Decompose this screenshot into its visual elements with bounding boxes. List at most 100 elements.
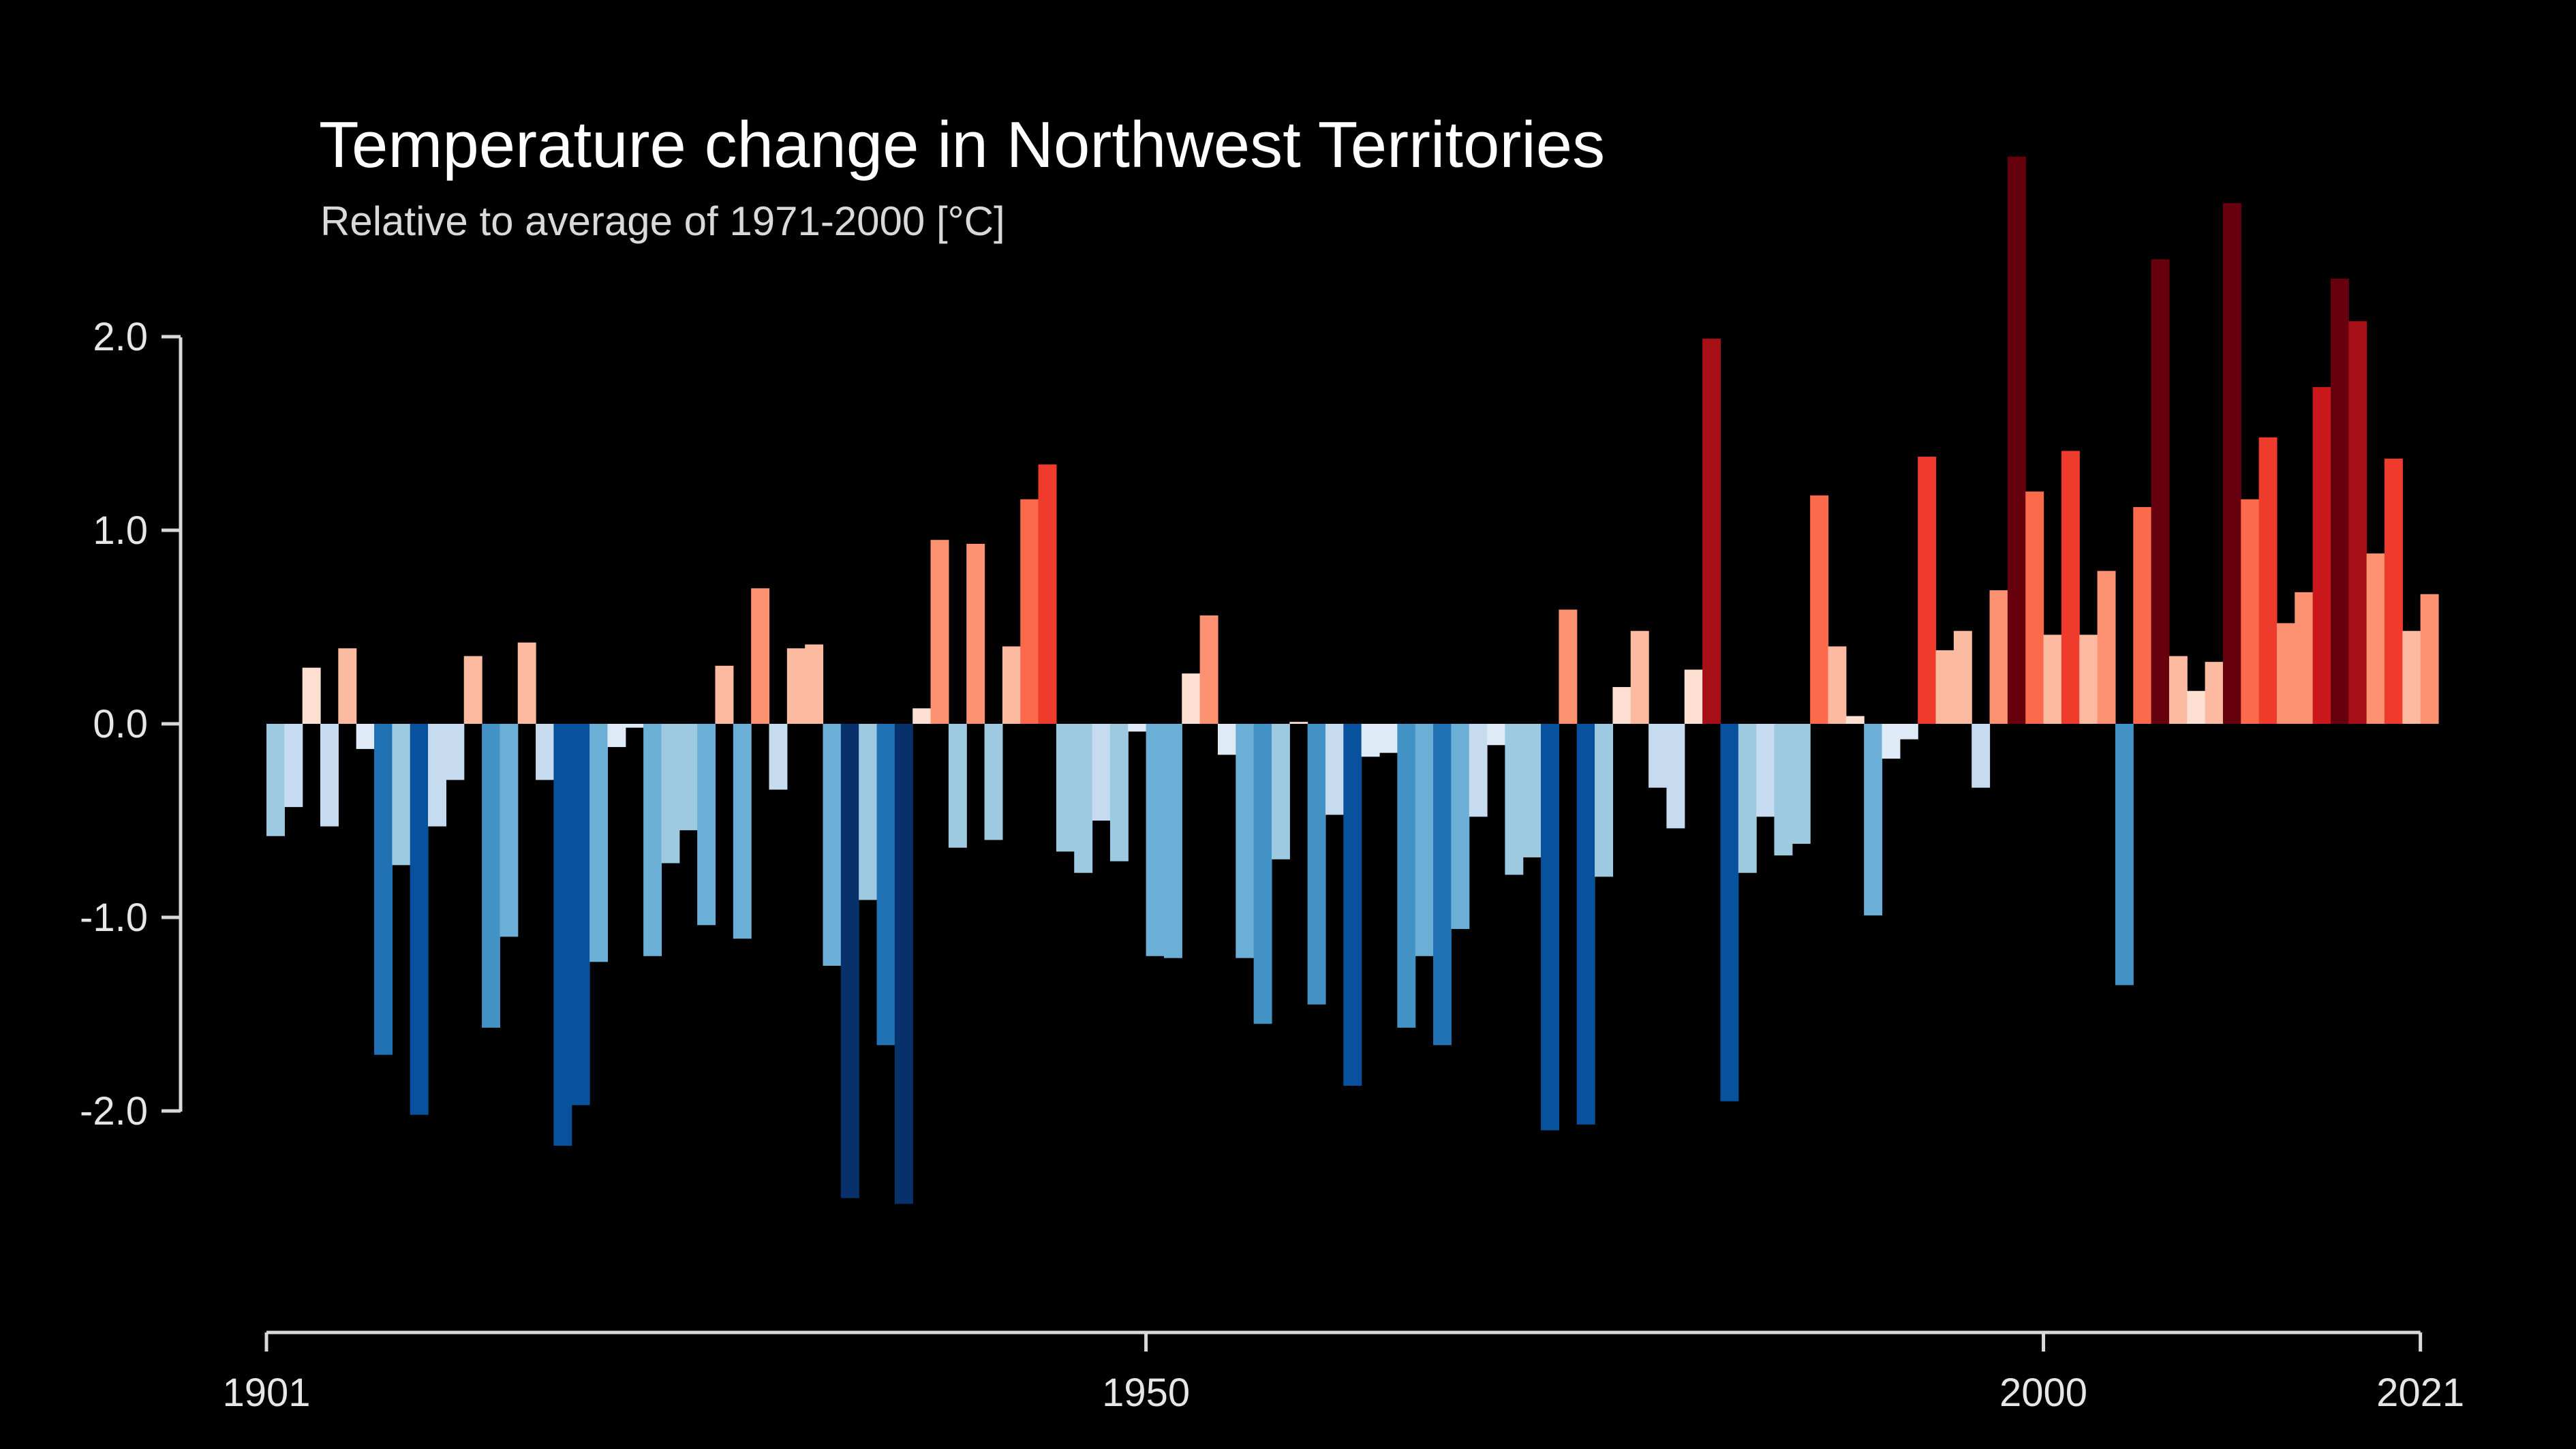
bar-1982 <box>1720 724 1739 1101</box>
bar-1952 <box>1182 673 1201 724</box>
bar-1956 <box>1253 724 1272 1024</box>
bar-1918 <box>571 724 590 1105</box>
bar-1993 <box>1918 457 1937 724</box>
bar-1954 <box>1217 724 1236 755</box>
bar-1933 <box>840 724 859 1198</box>
bar-1970 <box>1505 724 1524 875</box>
bar-1964 <box>1397 724 1416 1028</box>
bar-1931 <box>805 644 824 724</box>
x-axis: 1901 1950 2000 2021 <box>222 1330 2464 1415</box>
bar-1950 <box>1146 724 1165 956</box>
bar-1946 <box>1074 724 1093 873</box>
bar-2001 <box>2061 451 2080 724</box>
bar-1978 <box>1649 724 1668 788</box>
bar-2010 <box>2222 203 2241 724</box>
bar-2005 <box>2133 506 2152 724</box>
bar-1912 <box>463 656 482 724</box>
bar-1940 <box>966 543 985 724</box>
bar-1965 <box>1415 724 1434 956</box>
bar-1920 <box>607 724 626 748</box>
bar-2020 <box>2402 630 2421 724</box>
bar-1925 <box>697 724 716 926</box>
x-tick-label: 1950 <box>1102 1371 1190 1415</box>
bar-1927 <box>733 724 752 939</box>
bar-1904 <box>320 724 339 827</box>
bar-1917 <box>553 724 572 1146</box>
bar-1906 <box>356 724 375 749</box>
x-tick-label: 2000 <box>1999 1371 2087 1415</box>
chart-title: Temperature change in Northwest Territor… <box>319 108 1605 181</box>
bar-1949 <box>1128 724 1147 732</box>
bar-1963 <box>1379 724 1398 753</box>
bar-2014 <box>2295 592 2314 724</box>
y-axis: 2.0 1.0 0.0 -1.0 -2.0 <box>80 315 183 1133</box>
bar-1948 <box>1109 724 1129 861</box>
bar-1961 <box>1343 724 1362 1086</box>
bar-1991 <box>1882 724 1901 759</box>
y-tick-label: 1.0 <box>93 508 148 553</box>
bar-1942 <box>1002 646 1021 724</box>
bar-1929 <box>769 724 788 790</box>
bar-1988 <box>1828 646 1847 724</box>
bar-1926 <box>715 665 734 724</box>
bar-1967 <box>1451 724 1470 930</box>
bar-1992 <box>1899 724 1918 739</box>
bar-1958 <box>1289 722 1308 724</box>
y-tick-label: 2.0 <box>93 315 148 359</box>
bar-2004 <box>2115 724 2134 986</box>
bar-1953 <box>1199 615 1218 724</box>
bar-1945 <box>1056 724 1075 852</box>
bar-1916 <box>536 724 555 780</box>
bar-2016 <box>2330 278 2349 724</box>
bar-1975 <box>1595 724 1614 877</box>
bar-1955 <box>1236 724 1255 958</box>
bar-2019 <box>2384 458 2403 724</box>
bar-1944 <box>1038 464 1057 724</box>
bar-1908 <box>392 724 411 866</box>
bar-2021 <box>2420 594 2439 724</box>
bar-1977 <box>1630 630 1649 724</box>
bar-1995 <box>1953 630 1972 724</box>
bar-1994 <box>1935 650 1954 724</box>
bar-1935 <box>876 724 895 1046</box>
bar-1957 <box>1271 724 1290 859</box>
bar-1901 <box>266 724 285 836</box>
bar-1976 <box>1612 687 1631 724</box>
bar-1909 <box>410 724 429 1115</box>
bar-1987 <box>1810 495 1829 724</box>
y-tick-label: -1.0 <box>80 896 148 940</box>
bar-2007 <box>2168 656 2188 724</box>
bar-1990 <box>1864 724 1883 916</box>
bar-2013 <box>2276 623 2295 724</box>
bar-1997 <box>1989 590 2008 724</box>
bar-1934 <box>859 724 878 900</box>
bars-layer <box>266 156 2439 1204</box>
bar-1998 <box>2007 156 2026 724</box>
y-tick-label: -2.0 <box>80 1089 148 1133</box>
bar-1989 <box>1845 716 1865 724</box>
bar-1974 <box>1576 724 1595 1125</box>
bar-1919 <box>589 724 609 962</box>
bar-1924 <box>679 724 698 831</box>
bar-1981 <box>1702 338 1721 724</box>
bar-1923 <box>661 724 680 864</box>
bar-1972 <box>1541 724 1559 1131</box>
bar-1962 <box>1361 724 1380 757</box>
bar-1938 <box>930 540 949 724</box>
chart-subtitle: Relative to average of 1971-2000 [°C] <box>320 198 1005 244</box>
bar-1979 <box>1666 724 1685 829</box>
bar-1947 <box>1092 724 1111 821</box>
bar-2000 <box>2043 635 2062 724</box>
bar-1941 <box>984 724 1003 840</box>
bar-1986 <box>1792 724 1811 844</box>
x-tick-label: 2021 <box>2376 1371 2464 1415</box>
bar-1921 <box>625 724 644 728</box>
bar-2012 <box>2258 437 2278 724</box>
bar-1902 <box>284 724 303 808</box>
x-tick-label: 1901 <box>222 1371 310 1415</box>
bar-2003 <box>2097 570 2116 724</box>
bar-1968 <box>1469 724 1488 817</box>
bar-1932 <box>823 724 842 966</box>
bar-1999 <box>2025 491 2044 724</box>
